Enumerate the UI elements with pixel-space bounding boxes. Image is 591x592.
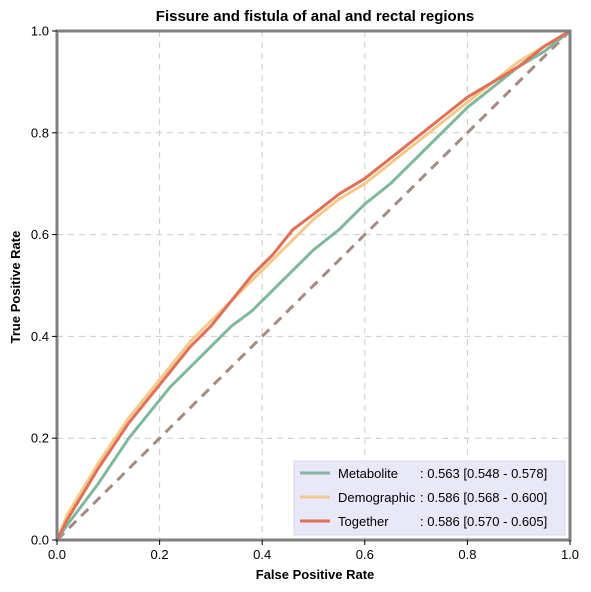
legend-stat: : 0.586 [0.568 - 0.600]	[420, 490, 547, 505]
legend-label: Metabolite	[338, 466, 398, 481]
chance-diagonal-line	[55, 29, 572, 542]
y-axis-label: True Positive Rate	[8, 231, 23, 344]
y-tick-label: 0.4	[31, 329, 49, 344]
roc-curve-metabolite	[55, 29, 571, 541]
legend-label: Demographic	[338, 490, 416, 505]
x-axis-label: False Positive Rate	[256, 567, 375, 582]
x-tick-label: 0.8	[458, 547, 476, 562]
legend-box	[293, 460, 566, 536]
y-tick-label: 0.8	[31, 125, 49, 140]
x-tick-label: 0.0	[48, 547, 66, 562]
y-tick-label: 0.2	[31, 431, 49, 446]
x-axis-ticks: 0.0 0.2 0.4 0.6 0.8 1.0	[48, 540, 579, 562]
legend-label: Together	[338, 514, 389, 529]
chart-title: Fissure and fistula of anal and rectal r…	[156, 8, 474, 25]
roc-curves	[55, 29, 571, 541]
plot-frame	[55, 29, 572, 542]
roc-curve-together	[55, 29, 571, 541]
x-tick-label: 0.4	[253, 547, 271, 562]
y-tick-label: 0.0	[31, 533, 49, 548]
x-tick-label: 1.0	[561, 547, 579, 562]
x-tick-label: 0.2	[151, 547, 169, 562]
y-tick-label: 1.0	[31, 24, 49, 39]
legend: Metabolite : 0.563 [0.548 - 0.578] Demogra…	[293, 460, 566, 536]
legend-stat: : 0.586 [0.570 - 0.605]	[420, 514, 547, 529]
grid-lines	[57, 31, 570, 540]
y-tick-label: 0.6	[31, 227, 49, 242]
x-tick-label: 0.6	[356, 547, 374, 562]
roc-curve-demographic	[55, 29, 571, 541]
y-axis-ticks: 0.0 0.2 0.4 0.6 0.8 1.0	[31, 24, 57, 548]
legend-stat: : 0.563 [0.548 - 0.578]	[420, 466, 547, 481]
